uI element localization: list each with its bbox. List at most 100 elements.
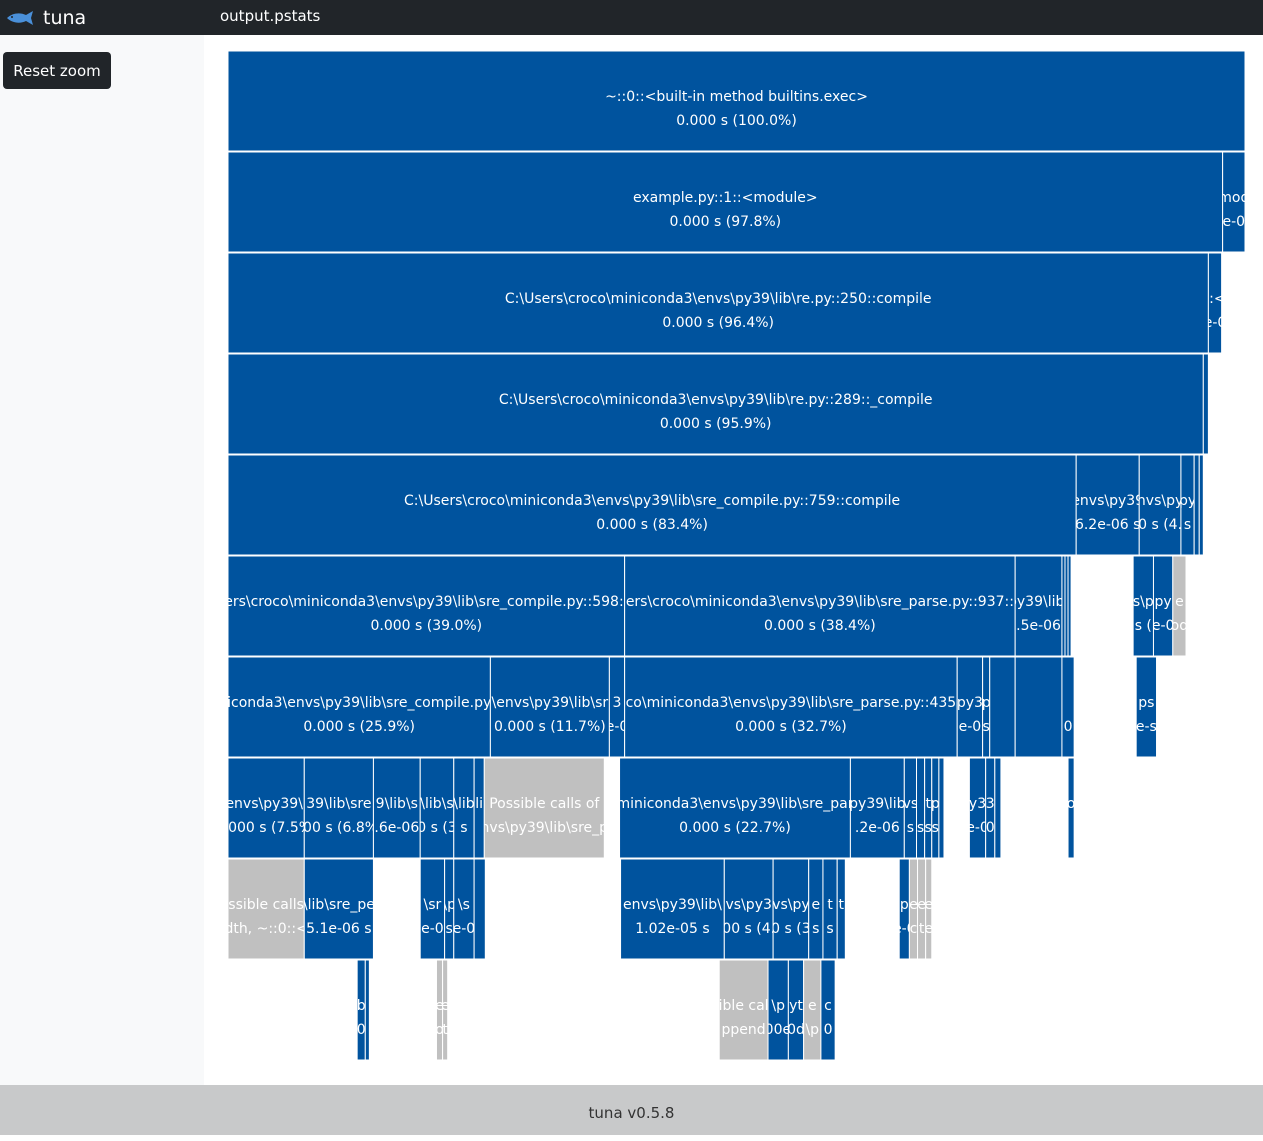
- block-rect[interactable]: [489, 656, 610, 758]
- block-rect[interactable]: [989, 656, 1016, 758]
- call-block[interactable]: 9\lib\s .6e-06: [372, 757, 421, 859]
- brand[interactable]: tuna: [6, 0, 86, 35]
- call-block[interactable]: [989, 656, 1016, 758]
- call-block[interactable]: py39\lib .2e-06: [849, 757, 905, 859]
- block-rect[interactable]: [1207, 252, 1223, 354]
- call-block[interactable]: \lib\sre_pe 5.1e-06 s: [303, 858, 375, 960]
- call-block[interactable]: envs\py39\lib\ 1.02e-05 s: [620, 858, 725, 960]
- block-rect[interactable]: [1198, 454, 1204, 556]
- call-block[interactable]: nvs\py 0 s (4.: [1137, 454, 1183, 556]
- call-block[interactable]: 0: [1061, 656, 1075, 758]
- block-rect[interactable]: [820, 959, 836, 1061]
- call-block[interactable]: 39\lib\sre 000 s (6.8%): [294, 757, 383, 859]
- call-block[interactable]: ::<e-0: [1204, 252, 1227, 354]
- block-rect[interactable]: [772, 858, 810, 960]
- block-rect[interactable]: [483, 757, 605, 859]
- call-block[interactable]: py3 e-0: [956, 656, 984, 758]
- block-rect[interactable]: [849, 757, 905, 859]
- placeholder-block[interactable]: et: [441, 959, 450, 1061]
- placeholder-block[interactable]: et: [917, 858, 927, 960]
- call-block[interactable]: o: [1067, 757, 1076, 859]
- call-block[interactable]: [1202, 353, 1209, 455]
- block-rect[interactable]: [1135, 656, 1158, 758]
- icicle-chart[interactable]: ~::0::<built-in method builtins.exec>0.0…: [204, 35, 1263, 1085]
- block-rect[interactable]: [1014, 656, 1063, 758]
- call-block[interactable]: [994, 757, 1002, 859]
- call-block[interactable]: li: [473, 757, 485, 859]
- call-block[interactable]: vs\py3 00 s (4.: [722, 858, 775, 960]
- call-block[interactable]: yt 0d: [787, 959, 805, 1061]
- block-rect[interactable]: [419, 858, 446, 960]
- block-rect[interactable]: [1172, 555, 1187, 657]
- block-rect[interactable]: [1222, 151, 1246, 253]
- call-block[interactable]: [473, 858, 486, 960]
- call-block[interactable]: envs\py39 6.2e-06 s: [1071, 454, 1144, 556]
- block-rect[interactable]: [227, 858, 305, 960]
- block-rect[interactable]: [372, 757, 421, 859]
- block-rect[interactable]: [303, 757, 374, 859]
- block-rect[interactable]: [473, 858, 486, 960]
- placeholder-block[interactable]: ec: [908, 858, 919, 960]
- call-block[interactable]: ~::0::<built-in method builtins.exec>0.0…: [227, 50, 1246, 152]
- call-block[interactable]: ps e-s: [1135, 656, 1158, 758]
- call-block[interactable]: [364, 959, 370, 1061]
- block-rect[interactable]: [419, 757, 455, 859]
- call-block[interactable]: 30: [985, 757, 996, 859]
- block-rect[interactable]: [303, 858, 374, 960]
- call-block[interactable]: ers\croco\miniconda3\envs\py39\lib\sre_c…: [224, 555, 628, 657]
- block-rect[interactable]: [227, 252, 1209, 354]
- call-block[interactable]: C:\Users\croco\miniconda3\envs\py39\lib\…: [227, 252, 1209, 354]
- call-block[interactable]: C:\Users\croco\miniconda3\envs\py39\lib\…: [227, 353, 1204, 455]
- call-block[interactable]: vs s: [903, 757, 919, 859]
- block-rect[interactable]: [1014, 555, 1063, 657]
- call-block[interactable]: \s e-0: [453, 858, 476, 960]
- call-block[interactable]: mod e-0: [1218, 151, 1249, 253]
- call-block[interactable]: C:\Users\croco\miniconda3\envs\py39\lib\…: [227, 454, 1077, 556]
- call-block[interactable]: py s: [1179, 454, 1196, 556]
- call-block[interactable]: [938, 757, 945, 859]
- block-rect[interactable]: [364, 959, 370, 1061]
- call-block[interactable]: py39\lib\ .5e-06: [1008, 555, 1069, 657]
- block-rect[interactable]: [938, 757, 945, 859]
- block-rect[interactable]: [1067, 555, 1072, 657]
- block-rect[interactable]: [227, 757, 305, 859]
- call-block[interactable]: [1198, 454, 1204, 556]
- placeholder-block[interactable]: e od: [1171, 555, 1188, 657]
- placeholder-block[interactable]: e \p: [803, 959, 822, 1061]
- block-rect[interactable]: [442, 959, 449, 1061]
- call-block[interactable]: [1067, 555, 1072, 657]
- placeholder-block[interactable]: ible cal ppend: [718, 959, 769, 1061]
- block-rect[interactable]: [227, 151, 1224, 253]
- call-block[interactable]: [1193, 454, 1200, 556]
- call-block[interactable]: t: [836, 858, 846, 960]
- placeholder-block[interactable]: ee: [924, 858, 933, 960]
- call-block[interactable]: nvs\py3 0 s (3: [763, 858, 818, 960]
- call-block[interactable]: b0: [356, 959, 366, 1061]
- call-block[interactable]: ts: [822, 858, 838, 960]
- block-rect[interactable]: [836, 858, 846, 960]
- block-rect[interactable]: [723, 858, 774, 960]
- block-rect[interactable]: [227, 656, 491, 758]
- block-rect[interactable]: [227, 555, 626, 657]
- call-block[interactable]: ers\croco\miniconda3\envs\py39\lib\sre_p…: [624, 555, 1016, 657]
- placeholder-block[interactable]: Possible calls of nvs\py39\lib\sre_p: [481, 757, 609, 859]
- call-block[interactable]: \sr e-0: [419, 858, 446, 960]
- block-rect[interactable]: [1193, 454, 1200, 556]
- call-block[interactable]: s: [916, 757, 926, 859]
- call-block[interactable]: y3 e-0: [966, 757, 989, 859]
- block-rect[interactable]: [916, 757, 926, 859]
- block-rect[interactable]: [1202, 353, 1209, 455]
- block-rect[interactable]: [227, 50, 1246, 152]
- call-block[interactable]: 3 e-0: [606, 656, 629, 758]
- call-block[interactable]: c0: [820, 959, 836, 1061]
- block-rect[interactable]: [925, 858, 933, 960]
- block-rect[interactable]: [956, 656, 984, 758]
- call-block[interactable]: es: [808, 858, 824, 960]
- block-rect[interactable]: [1061, 656, 1075, 758]
- block-rect[interactable]: [620, 858, 725, 960]
- call-block[interactable]: \lib\s 0 s (3: [417, 757, 456, 859]
- call-block[interactable]: [1014, 656, 1063, 758]
- block-rect[interactable]: [718, 959, 769, 1061]
- call-block[interactable]: envs\py39\l 0.000 s (7.5%): [215, 757, 318, 859]
- reset-zoom-button[interactable]: Reset zoom: [3, 52, 111, 89]
